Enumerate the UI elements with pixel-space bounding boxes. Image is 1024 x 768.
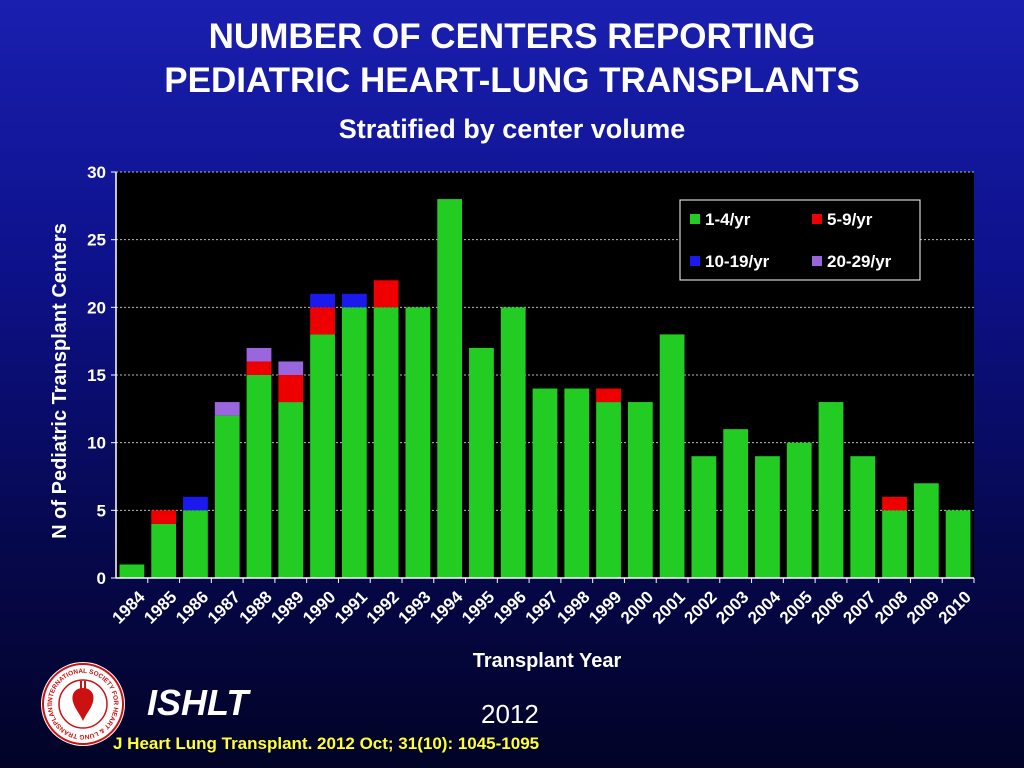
x-tick-label: 2003 — [712, 587, 752, 627]
bar-10-19/yr-1991 — [341, 293, 367, 308]
x-tick-label: 2006 — [808, 587, 848, 627]
bar-1-4/yr-1991 — [341, 307, 367, 578]
bar-10-19/yr-1986 — [183, 496, 208, 511]
x-tick-label: 1986 — [172, 587, 212, 627]
y-tick-label: 20 — [87, 298, 106, 317]
x-tick-label: 1997 — [522, 587, 562, 627]
x-tick-label: 1989 — [267, 587, 307, 627]
bar-1-4/yr-2010 — [945, 510, 971, 578]
x-tick-label: 1988 — [236, 587, 276, 627]
x-tick-label: 1992 — [363, 587, 403, 627]
bar-1-4/yr-1995 — [469, 347, 494, 578]
x-tick-label: 1996 — [490, 587, 530, 627]
bar-10-19/yr-1990 — [310, 293, 335, 308]
page-title-line-1: NUMBER OF CENTERS REPORTING — [208, 17, 816, 56]
x-tick-label: 2005 — [776, 587, 816, 627]
bar-1-4/yr-2001 — [659, 334, 685, 578]
bar-1-4/yr-2004 — [755, 456, 780, 578]
bar-5-9/yr-1992 — [373, 280, 399, 308]
bar-5-9/yr-2008 — [882, 496, 907, 511]
x-tick-label: 1987 — [204, 587, 244, 627]
legend-swatch-1-4/yr — [690, 214, 700, 224]
x-tick-label: 1999 — [585, 587, 625, 627]
bar-1-4/yr-2009 — [913, 483, 939, 578]
y-tick-label: 25 — [87, 231, 106, 250]
page-title-line-2: PEDIATRIC HEART-LUNG TRANSPLANTS — [164, 61, 860, 100]
bar-1-4/yr-1992 — [373, 307, 399, 578]
bar-1-4/yr-1988 — [246, 375, 272, 578]
x-tick-label: 1990 — [299, 587, 339, 627]
x-tick-label: 1995 — [458, 587, 498, 627]
x-tick-label: 2007 — [839, 587, 879, 627]
legend-swatch-20-29/yr — [812, 256, 822, 266]
bar-5-9/yr-1999 — [596, 388, 621, 403]
x-axis-title: Transplant Year — [473, 650, 622, 672]
bar-1-4/yr-1986 — [183, 510, 208, 578]
bar-1-4/yr-1985 — [151, 523, 177, 578]
bar-5-9/yr-1990 — [310, 307, 335, 335]
x-tick-label: 2001 — [649, 587, 689, 627]
bar-5-9/yr-1985 — [151, 510, 177, 524]
y-tick-label: 10 — [87, 434, 106, 453]
bar-20-29/yr-1987 — [214, 402, 240, 416]
bar-1-4/yr-2003 — [723, 429, 749, 578]
bar-1-4/yr-1996 — [500, 307, 526, 578]
x-tick-label: 1991 — [331, 587, 371, 627]
ishlt-label: ISHLT — [147, 682, 249, 723]
bar-1-4/yr-2008 — [882, 510, 907, 578]
legend-label-10-19/yr: 10-19/yr — [705, 252, 770, 271]
x-tick-label: 1994 — [426, 587, 467, 628]
bar-5-9/yr-1989 — [278, 375, 304, 403]
legend-label-20-29/yr: 20-29/yr — [827, 252, 892, 271]
x-tick-label: 1998 — [553, 587, 593, 627]
y-tick-label: 30 — [87, 163, 106, 182]
bar-5-9/yr-1988 — [246, 361, 272, 375]
x-tick-label: 2002 — [681, 587, 721, 627]
bar-1-4/yr-1993 — [405, 307, 431, 578]
x-tick-label: 1993 — [395, 587, 435, 627]
x-tick-label: 2000 — [617, 587, 657, 627]
bar-20-29/yr-1989 — [278, 361, 304, 375]
legend-swatch-5-9/yr — [812, 214, 822, 224]
legend-label-5-9/yr: 5-9/yr — [827, 210, 873, 229]
bar-1-4/yr-2007 — [850, 456, 876, 578]
x-tick-label: 2004 — [744, 587, 785, 628]
journal-citation: J Heart Lung Transplant. 2012 Oct; 31(10… — [113, 734, 540, 753]
bar-1-4/yr-2002 — [691, 456, 717, 578]
y-axis-title: N of Pediatric Transplant Centers — [49, 223, 71, 539]
bar-1-4/yr-2005 — [786, 442, 812, 578]
bar-1-4/yr-1999 — [596, 402, 621, 578]
legend-box — [679, 199, 921, 281]
bar-1-4/yr-1994 — [437, 199, 463, 579]
bar-1-4/yr-1998 — [564, 388, 590, 578]
bar-1-4/yr-1984 — [119, 564, 145, 578]
y-tick-label: 15 — [87, 366, 106, 385]
bar-1-4/yr-2000 — [627, 402, 653, 578]
publication-year: 2012 — [481, 699, 539, 729]
bar-1-4/yr-1989 — [278, 402, 304, 578]
bar-1-4/yr-1987 — [214, 415, 240, 578]
bar-1-4/yr-1997 — [532, 388, 558, 578]
x-tick-label: 1985 — [140, 587, 180, 627]
legend-swatch-10-19/yr — [690, 256, 700, 266]
page-subtitle: Stratified by center volume — [338, 114, 686, 144]
ishlt-logo: INTERNATIONAL SOCIETY FOR HEART & LUNG T… — [37, 656, 126, 747]
x-tick-label: 2008 — [871, 587, 911, 627]
y-tick-label: 0 — [97, 569, 106, 588]
x-tick-label: 1984 — [109, 587, 150, 628]
y-tick-label: 5 — [97, 501, 106, 520]
x-tick-label: 2009 — [903, 587, 943, 627]
bar-20-29/yr-1988 — [246, 347, 272, 362]
bar-1-4/yr-1990 — [310, 334, 335, 578]
x-tick-label: 2010 — [935, 587, 975, 627]
bar-1-4/yr-2006 — [818, 402, 844, 578]
legend-label-1-4/yr: 1-4/yr — [705, 210, 751, 229]
